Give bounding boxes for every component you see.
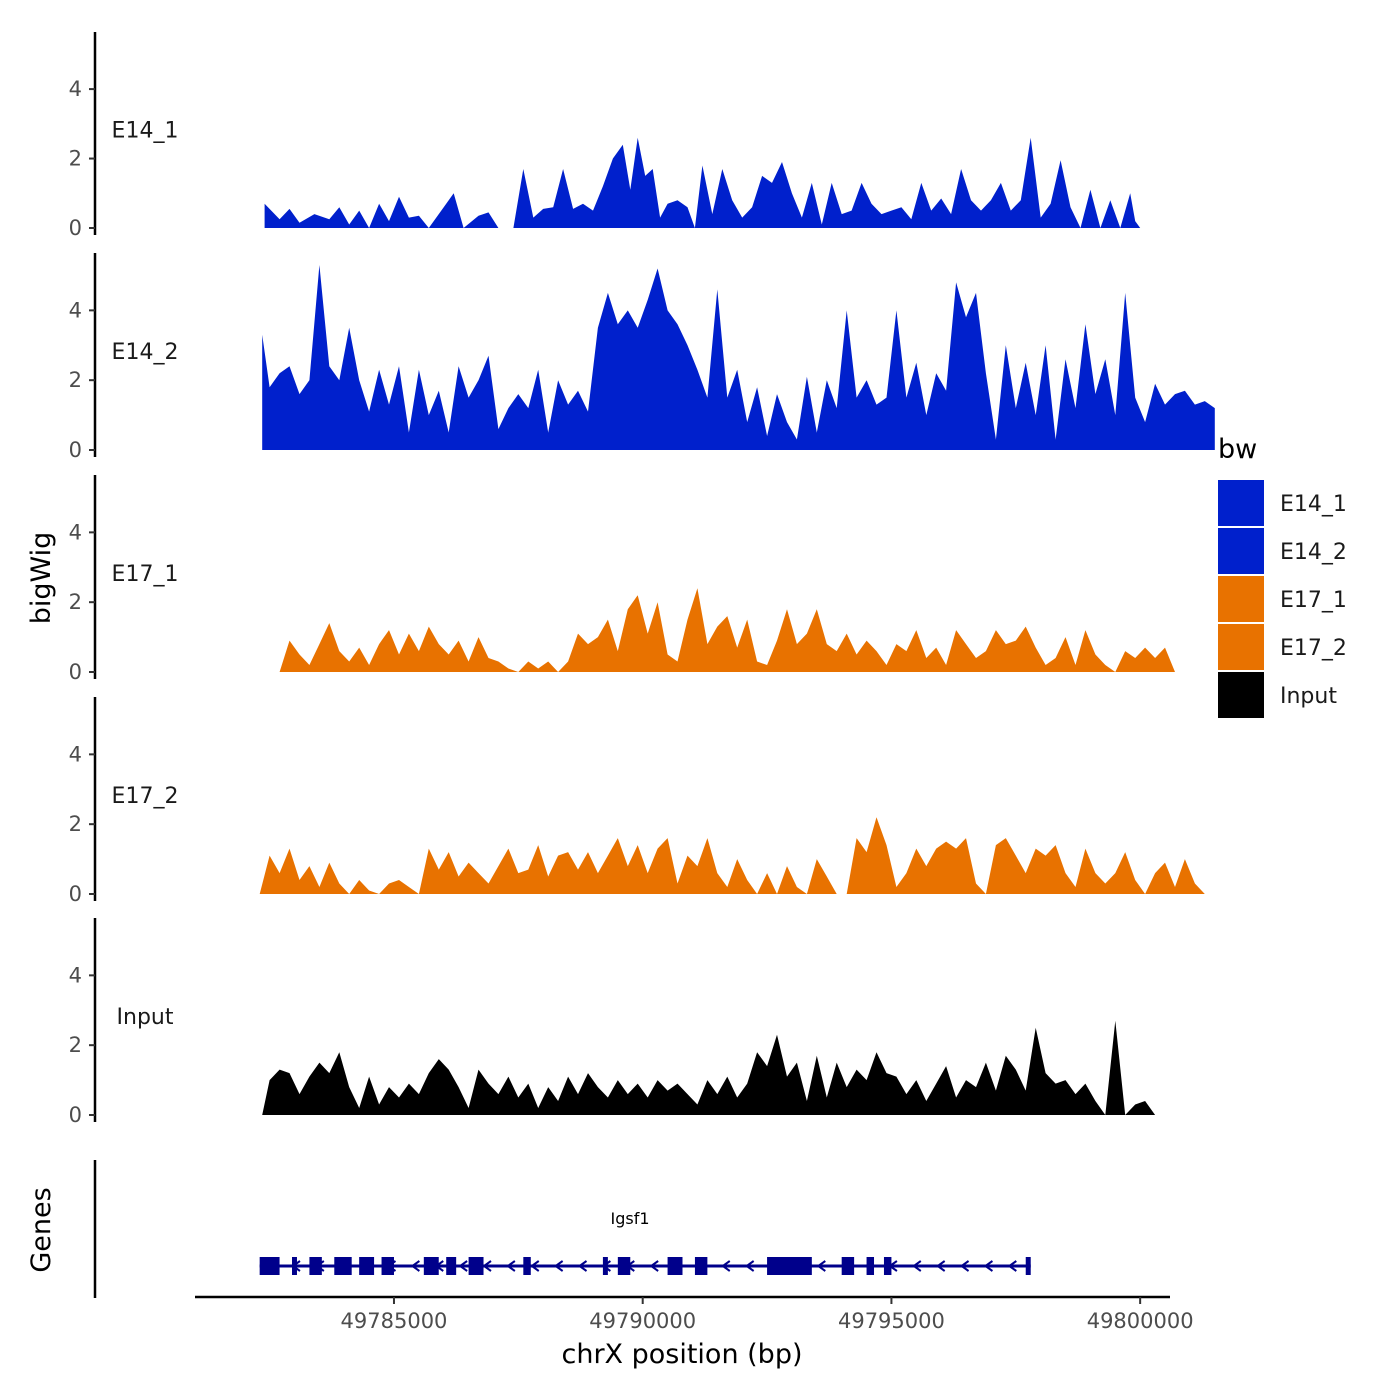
strand-chevron — [721, 1260, 731, 1272]
strand-chevron — [506, 1260, 516, 1272]
bigwig-tracks: 0 2 4 E14_1 0 2 4 E14_2 0 2 4 E17_1 0 2 4 E17_2 0 2 4 Input — [69, 32, 1215, 1127]
gene-exon — [694, 1257, 708, 1275]
gene-exon — [423, 1257, 439, 1275]
legend-label-E17_1: E17_1 — [1280, 588, 1347, 613]
signal-area-E17_2 — [259, 817, 1205, 894]
strand-chevron — [649, 1260, 659, 1272]
legend-label-Input: Input — [1280, 684, 1337, 709]
track-Input: 0 2 4 Input — [69, 918, 1156, 1127]
track-E17_1: 0 2 4 E17_1 — [69, 475, 1176, 684]
y-tick-label: 2 — [69, 368, 82, 392]
x-tick-label: 49785000 — [341, 1309, 448, 1333]
y-tick-label: 4 — [69, 742, 82, 766]
strand-chevron — [577, 1260, 588, 1272]
gene-exon — [602, 1257, 608, 1275]
y-tick-label: 4 — [69, 298, 82, 322]
gene-exon — [381, 1257, 394, 1275]
x-tick-label: 49790000 — [589, 1309, 696, 1333]
gene-track-panel: Igsf1 — [93, 1160, 1031, 1298]
signal-area-Input — [262, 1020, 1156, 1115]
y-tick-label: 0 — [69, 438, 82, 462]
strand-chevron — [530, 1260, 540, 1272]
track-E14_1: 0 2 4 E14_1 — [69, 32, 1141, 240]
strand-chevron — [912, 1260, 922, 1272]
legend-label-E14_2: E14_2 — [1280, 540, 1347, 565]
x-axis-title: chrX position (bp) — [561, 1339, 802, 1370]
legend: bw E14_1 E14_2 E17_1 E17_2 Input — [1218, 434, 1347, 718]
strand-chevron — [553, 1260, 564, 1272]
y-axis-title: bigWig — [26, 532, 57, 625]
legend-label-E17_2: E17_2 — [1280, 636, 1347, 661]
track-label-E17_2: E17_2 — [112, 784, 179, 809]
y-tick-label: 0 — [69, 1103, 82, 1127]
genes-axis-title: Genes — [26, 1187, 57, 1272]
legend-swatch-E14_2 — [1218, 528, 1264, 574]
y-tick-label: 2 — [69, 812, 82, 836]
legend-swatch-E17_1 — [1218, 576, 1264, 622]
y-tick-label: 2 — [69, 590, 82, 614]
y-tick-label: 2 — [69, 1033, 82, 1057]
x-tick-label: 49795000 — [838, 1309, 945, 1333]
strand-chevron — [816, 1260, 826, 1272]
track-E14_2: 0 2 4 E14_2 — [69, 253, 1215, 462]
legend-label-E14_1: E14_1 — [1280, 492, 1347, 517]
gene-exon — [767, 1257, 812, 1275]
legend-swatch-E17_2 — [1218, 624, 1264, 670]
strand-chevron — [410, 1260, 420, 1272]
x-axis: 49785000 49790000 49795000 49800000 — [195, 1295, 1194, 1333]
legend-swatch-E14_1 — [1218, 480, 1264, 526]
strand-chevron — [744, 1260, 755, 1272]
strand-chevron — [1007, 1260, 1017, 1272]
gene-exon — [866, 1257, 875, 1275]
track-label-Input: Input — [117, 1005, 174, 1030]
gene-exon — [667, 1257, 683, 1275]
gene-exon — [334, 1257, 352, 1275]
gene-exon — [883, 1257, 892, 1275]
gene-exon — [259, 1257, 280, 1275]
signal-area-E14_2 — [262, 265, 1215, 450]
gene-exon — [523, 1257, 531, 1275]
gene-exon — [841, 1257, 855, 1275]
gene-exon — [309, 1257, 322, 1275]
y-tick-label: 4 — [69, 520, 82, 544]
y-tick-label: 2 — [69, 147, 82, 171]
strand-chevron — [458, 1260, 468, 1272]
gene-exon — [292, 1257, 297, 1275]
gene-exon — [446, 1257, 457, 1275]
y-tick-label: 4 — [69, 963, 82, 987]
track-label-E14_1: E14_1 — [112, 119, 179, 144]
track-label-E14_2: E14_2 — [112, 340, 179, 365]
y-tick-label: 0 — [69, 882, 82, 906]
y-tick-label: 0 — [69, 216, 82, 240]
gene-exon — [468, 1257, 484, 1275]
legend-title: bw — [1218, 434, 1257, 465]
y-tick-label: 4 — [69, 77, 82, 101]
track-label-E17_1: E17_1 — [112, 562, 179, 587]
gene-exon — [1025, 1257, 1031, 1275]
gene-exon — [617, 1257, 631, 1275]
legend-swatch-Input — [1218, 672, 1264, 718]
signal-area-E17_1 — [279, 588, 1176, 672]
x-tick-label: 49800000 — [1087, 1309, 1194, 1333]
strand-chevron — [935, 1260, 946, 1272]
gene-name-label: Igsf1 — [610, 1209, 649, 1228]
strand-chevron — [959, 1260, 970, 1272]
track-E17_2: 0 2 4 E17_2 — [69, 697, 1205, 906]
strand-chevron — [983, 1260, 994, 1272]
signal-area-E14_1 — [264, 137, 1141, 228]
gene-exon — [359, 1257, 375, 1275]
y-tick-label: 0 — [69, 660, 82, 684]
strand-chevron — [482, 1260, 492, 1272]
